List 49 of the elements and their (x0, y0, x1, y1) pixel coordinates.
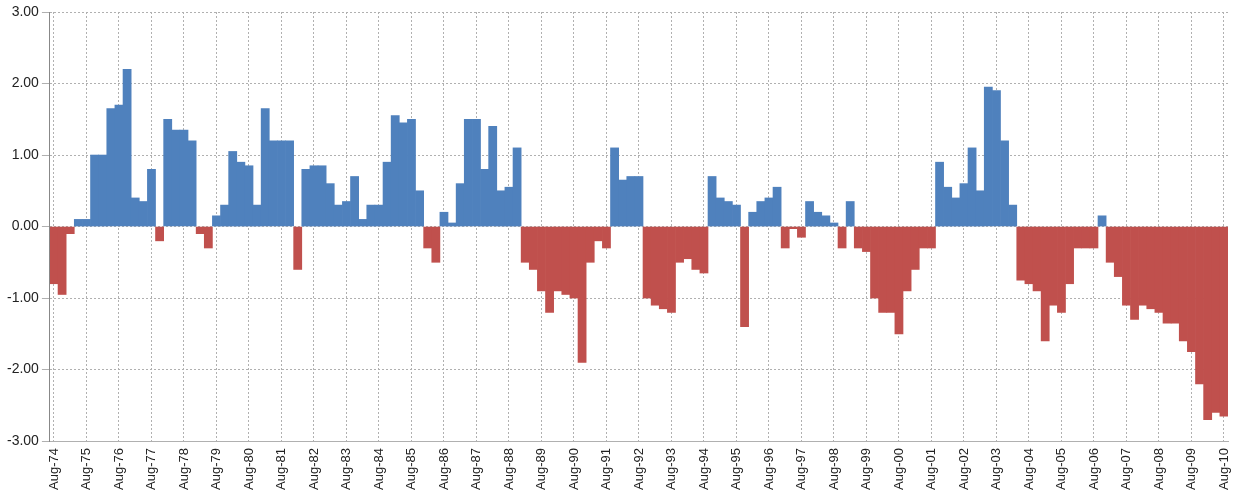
x-tick-label: Aug-99 (858, 448, 874, 490)
x-tick-label: Aug-96 (760, 448, 776, 490)
bar (740, 226, 749, 327)
x-tick-label: Aug-79 (208, 448, 224, 490)
x-tick-label: Aug-01 (923, 448, 939, 490)
x-tick-label: Aug-75 (78, 448, 94, 490)
x-tick-label: Aug-97 (793, 448, 809, 490)
x-tick-label: Aug-90 (565, 448, 581, 490)
bar (1097, 215, 1107, 227)
x-tick-label: Aug-03 (988, 448, 1004, 490)
y-tick-label: -3.00 (6, 431, 40, 448)
bar (845, 201, 855, 227)
bar (155, 226, 164, 242)
x-tick-label: Aug-83 (338, 448, 354, 490)
x-tick-label: Aug-77 (143, 448, 159, 490)
x-tick-label: Aug-82 (305, 448, 321, 490)
y-tick-label: 2.00 (11, 74, 40, 91)
y-tick-label: -1.00 (6, 288, 40, 305)
x-tick-label: Aug-91 (598, 448, 614, 490)
x-tick-label: Aug-76 (110, 448, 126, 490)
x-tick-label: Aug-92 (630, 448, 646, 490)
x-tick-label: Aug-98 (825, 448, 841, 490)
y-tick-label: 3.00 (11, 2, 40, 19)
x-tick-label: Aug-04 (1020, 448, 1036, 490)
x-tick-label: Aug-78 (175, 448, 191, 490)
x-tick-label: Aug-81 (273, 448, 289, 490)
x-tick-label: Aug-08 (1150, 448, 1166, 490)
x-tick-label: Aug-93 (663, 448, 679, 490)
x-tick-label: Aug-05 (1053, 448, 1069, 490)
x-tick-label: Aug-86 (435, 448, 451, 490)
y-tick-label: -2.00 (6, 360, 40, 377)
x-tick-label: Aug-89 (533, 448, 549, 490)
y-tick-label: 1.00 (11, 145, 40, 162)
x-tick-label: Aug-80 (240, 448, 256, 490)
x-tick-label: Aug-95 (728, 448, 744, 490)
x-tick-label: Aug-88 (500, 448, 516, 490)
x-tick-label: Aug-06 (1085, 448, 1101, 490)
x-tick-label: Aug-87 (468, 448, 484, 490)
x-tick-label: Aug-00 (890, 448, 906, 490)
x-tick-label: Aug-74 (45, 448, 61, 490)
x-tick-label: Aug-10 (1215, 448, 1231, 490)
x-tick-label: Aug-07 (1118, 448, 1134, 490)
x-tick-label: Aug-02 (955, 448, 971, 490)
x-tick-label: Aug-09 (1183, 448, 1199, 490)
bar (293, 226, 303, 270)
x-tick-label: Aug-94 (695, 448, 711, 490)
y-tick-label: 0.00 (11, 217, 40, 234)
x-tick-label: Aug-84 (370, 448, 386, 490)
x-tick-label: Aug-85 (403, 448, 419, 490)
